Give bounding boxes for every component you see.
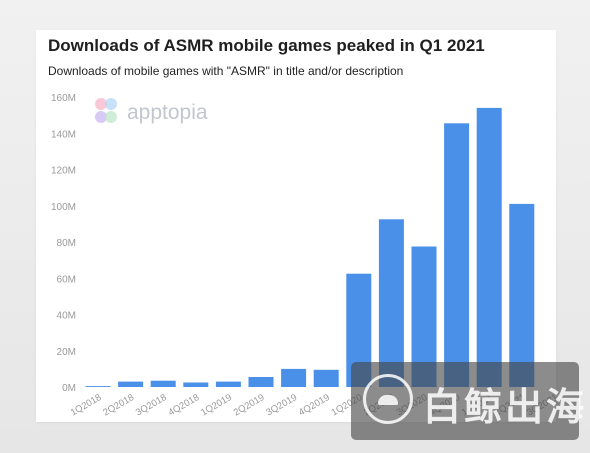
x-tick-label: 4Q2018	[167, 392, 202, 418]
x-tick-label: 3Q2019	[264, 392, 299, 418]
y-tick-label: 160M	[51, 93, 76, 104]
bar-2Q2019	[248, 377, 274, 387]
y-tick-label: 40M	[57, 311, 76, 322]
chart-card	[36, 30, 556, 422]
bar-1Q2018	[85, 386, 111, 387]
bar-2Q2021	[509, 203, 535, 387]
x-tick-label: 4Q2019	[297, 392, 332, 418]
whale-icon	[363, 374, 413, 424]
bar-2Q2020	[378, 219, 404, 387]
apptopia-logo: apptopia	[95, 98, 208, 124]
bar-4Q2020	[444, 123, 470, 388]
bar-4Q2019	[313, 369, 339, 387]
apptopia-logo-text: apptopia	[127, 101, 208, 124]
bar-3Q2019	[281, 368, 307, 387]
x-tick-label: 1Q2019	[199, 392, 234, 418]
bar-2Q2018	[118, 381, 144, 387]
y-tick-label: 80M	[57, 238, 76, 249]
y-axis: 0M 20M 40M 60M 80M 100M 120M 140M 160M	[51, 93, 76, 394]
x-tick-label: 2Q2018	[101, 392, 136, 418]
y-tick-label: 0M	[62, 383, 76, 394]
y-tick-label: 120M	[51, 166, 76, 177]
x-tick-label: 2Q2019	[232, 392, 267, 418]
x-tick-label: 3Q2018	[134, 392, 169, 418]
y-tick-label: 20M	[57, 347, 76, 358]
chart-subtitle: Downloads of mobile games with "ASMR" in…	[48, 64, 404, 78]
bar-1Q2019	[215, 381, 241, 387]
chart-title: Downloads of ASMR mobile games peaked in…	[48, 36, 485, 55]
bar-1Q2021	[476, 107, 502, 388]
watermark-text: 白鲸出海	[423, 385, 588, 429]
x-tick-label: 1Q2018	[69, 392, 104, 418]
bar-4Q2018	[183, 382, 209, 387]
bars	[85, 107, 535, 388]
apptopia-logo-icon	[95, 98, 117, 123]
watermark: 白鲸出海	[351, 362, 584, 440]
bar-3Q2018	[150, 380, 176, 387]
y-tick-label: 140M	[51, 129, 76, 140]
y-tick-label: 60M	[57, 274, 76, 285]
y-tick-label: 100M	[51, 202, 76, 213]
